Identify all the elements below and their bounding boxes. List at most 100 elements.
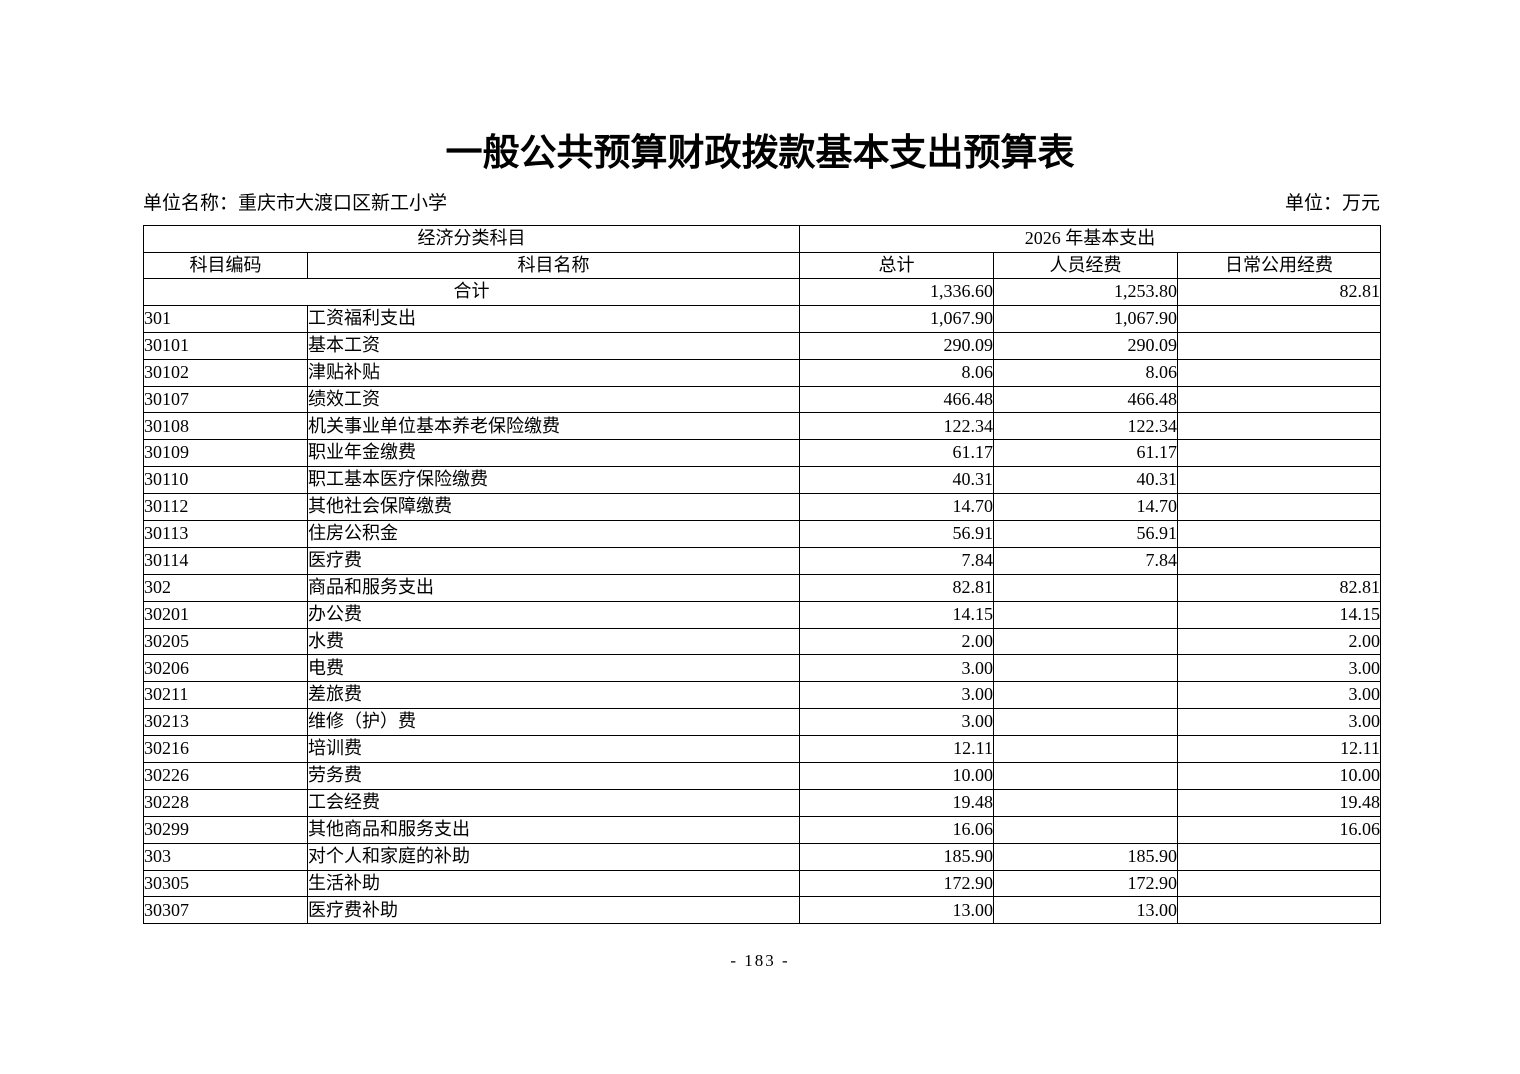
daily-public-funds-cell: 2.00 (1176, 627, 1382, 656)
daily-public-funds-cell (1176, 439, 1382, 468)
daily-public-funds-cell (1176, 412, 1382, 441)
daily-public-funds-cell: 3.00 (1176, 681, 1382, 710)
table-group-header-row: 经济分类科目 2026 年基本支出 (143, 225, 1382, 253)
total-cell: 172.90 (799, 869, 994, 898)
subject-code-cell: 30113 (143, 520, 308, 548)
personnel-funds-cell: 1,067.90 (993, 304, 1178, 333)
subject-name-cell: 商品和服务支出 (307, 573, 800, 602)
table-row: 30211 差旅费 3.00 3.00 (143, 681, 1382, 710)
subject-code-cell: 30102 (143, 358, 308, 387)
daily-public-funds-cell (1176, 546, 1382, 575)
subject-code-cell: 302 (143, 573, 308, 602)
subject-name-cell: 水费 (307, 627, 800, 656)
table-row: 301 工资福利支出 1,067.90 1,067.90 (143, 304, 1382, 333)
total-cell: 8.06 (799, 358, 994, 387)
subject-name-cell: 劳务费 (307, 762, 800, 790)
daily-public-funds-cell (1176, 358, 1382, 387)
col-header-personnel-funds: 人员经费 (993, 252, 1178, 279)
subject-code-cell: 30211 (143, 681, 308, 710)
daily-public-funds-cell (1176, 896, 1382, 925)
subject-name-cell: 其他社会保障缴费 (307, 493, 800, 522)
personnel-funds-cell: 8.06 (993, 358, 1178, 387)
daily-public-funds-cell: 10.00 (1176, 762, 1382, 790)
subject-code-cell: 30101 (143, 331, 308, 360)
personnel-funds-cell: 56.91 (993, 520, 1178, 548)
table-row: 302 商品和服务支出 82.81 82.81 (143, 573, 1382, 602)
table-row: 30216 培训费 12.11 12.11 (143, 735, 1382, 764)
daily-public-funds-cell: 16.06 (1176, 815, 1382, 844)
total-cell: 61.17 (799, 439, 994, 468)
personnel-funds-cell (993, 627, 1178, 656)
daily-public-funds-cell (1176, 331, 1382, 360)
subject-name-cell: 医疗费补助 (307, 896, 800, 925)
subject-code-cell: 30110 (143, 466, 308, 495)
daily-public-funds-cell (1176, 869, 1382, 898)
personnel-funds-cell (993, 681, 1178, 710)
personnel-funds-cell (993, 762, 1178, 790)
unit-name: 单位名称：重庆市大渡口区新工小学 (143, 193, 448, 214)
subject-name-cell: 生活补助 (307, 869, 800, 898)
subject-name-cell: 绩效工资 (307, 385, 800, 414)
table-row: 30110 职工基本医疗保险缴费 40.31 40.31 (143, 466, 1382, 495)
table-column-header-row: 科目编码 科目名称 总计 人员经费 日常公用经费 (143, 252, 1382, 279)
total-cell: 14.70 (799, 493, 994, 522)
subject-name-cell: 住房公积金 (307, 520, 800, 548)
total-cell: 19.48 (799, 788, 994, 817)
total-cell: 56.91 (799, 520, 994, 548)
subject-code-cell: 30205 (143, 627, 308, 656)
grand-total-row: 合计 1,336.60 1,253.80 82.81 (143, 278, 1382, 306)
daily-public-funds-cell: 12.11 (1176, 735, 1382, 764)
daily-public-funds-cell (1176, 466, 1382, 495)
table-row: 30299 其他商品和服务支出 16.06 16.06 (143, 815, 1382, 844)
page-number: - 183 - (730, 951, 790, 970)
table-body: 合计 1,336.60 1,253.80 82.81 301 工资福利支出 1,… (143, 278, 1382, 925)
daily-public-funds-cell (1176, 304, 1382, 333)
subject-name-cell: 对个人和家庭的补助 (307, 842, 800, 871)
grand-total-daily: 82.81 (1176, 278, 1382, 306)
personnel-funds-cell (993, 815, 1178, 844)
total-cell: 3.00 (799, 681, 994, 710)
personnel-funds-cell: 290.09 (993, 331, 1178, 360)
subject-name-cell: 职业年金缴费 (307, 439, 800, 468)
personnel-funds-cell: 172.90 (993, 869, 1178, 898)
table-row: 303 对个人和家庭的补助 185.90 185.90 (143, 842, 1382, 871)
table-row: 30228 工会经费 19.48 19.48 (143, 788, 1382, 817)
total-cell: 3.00 (799, 708, 994, 737)
col-header-total: 总计 (799, 252, 994, 279)
total-cell: 7.84 (799, 546, 994, 575)
total-cell: 122.34 (799, 412, 994, 441)
total-cell: 40.31 (799, 466, 994, 495)
total-cell: 12.11 (799, 735, 994, 764)
personnel-funds-cell (993, 654, 1178, 683)
subject-name-cell: 医疗费 (307, 546, 800, 575)
subject-name-cell: 培训费 (307, 735, 800, 764)
subject-code-cell: 30307 (143, 896, 308, 925)
daily-public-funds-cell (1176, 385, 1382, 414)
daily-public-funds-cell (1176, 493, 1382, 522)
daily-public-funds-cell (1176, 842, 1382, 871)
subject-code-cell: 30206 (143, 654, 308, 683)
daily-public-funds-cell: 14.15 (1176, 600, 1382, 629)
personnel-funds-cell: 61.17 (993, 439, 1178, 468)
total-cell: 185.90 (799, 842, 994, 871)
subject-name-cell: 电费 (307, 654, 800, 683)
subject-code-cell: 30108 (143, 412, 308, 441)
daily-public-funds-cell: 82.81 (1176, 573, 1382, 602)
subject-name-cell: 职工基本医疗保险缴费 (307, 466, 800, 495)
total-cell: 290.09 (799, 331, 994, 360)
subject-name-cell: 基本工资 (307, 331, 800, 360)
subject-code-cell: 30226 (143, 762, 308, 790)
table-row: 30206 电费 3.00 3.00 (143, 654, 1382, 683)
daily-public-funds-cell: 19.48 (1176, 788, 1382, 817)
personnel-funds-cell: 40.31 (993, 466, 1178, 495)
subject-name-cell: 机关事业单位基本养老保险缴费 (307, 412, 800, 441)
total-cell: 10.00 (799, 762, 994, 790)
page-title: 一般公共预算财政拨款基本支出预算表 (445, 133, 1075, 174)
col-header-subject-name: 科目名称 (307, 252, 800, 279)
daily-public-funds-cell: 3.00 (1176, 708, 1382, 737)
budget-table: 经济分类科目 2026 年基本支出 科目编码 科目名称 总计 人员经费 日常公用… (143, 225, 1382, 925)
table-row: 30113 住房公积金 56.91 56.91 (143, 520, 1382, 548)
grand-total-total: 1,336.60 (799, 278, 994, 306)
col-header-subject-code: 科目编码 (143, 252, 308, 279)
